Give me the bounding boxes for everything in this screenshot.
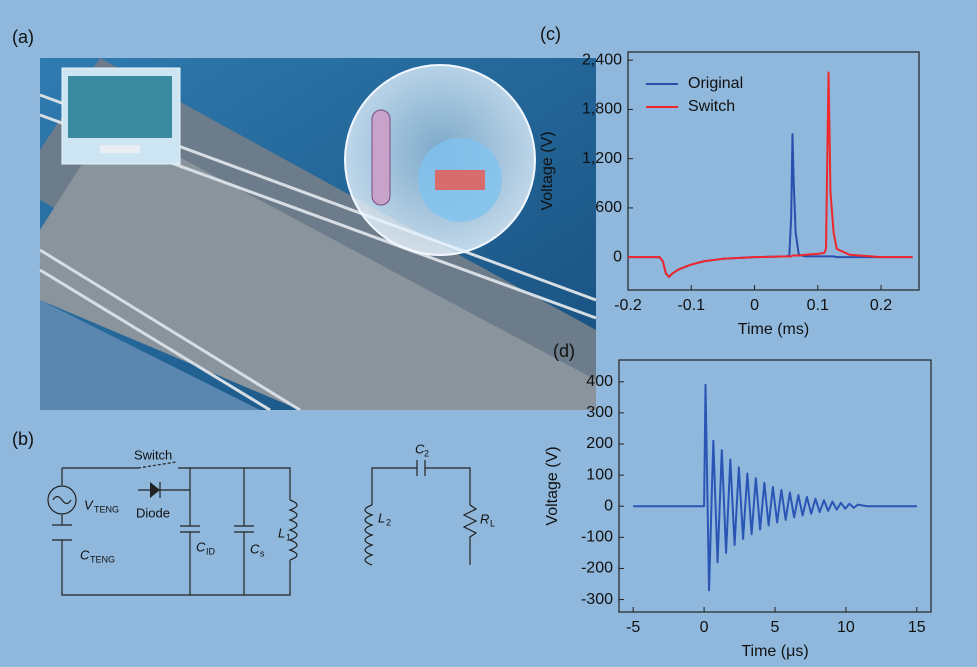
y-tick-label: 2,400 xyxy=(582,51,622,68)
circuit-subscript: ID xyxy=(206,546,216,556)
x-tick-label: -0.2 xyxy=(614,297,642,314)
circuit-label: Diode xyxy=(136,505,170,520)
y-axis-label: Voltage (V) xyxy=(544,446,561,525)
y-tick-label: 0 xyxy=(613,248,622,265)
x-tick-label: 5 xyxy=(771,619,780,636)
x-tick-label: -0.1 xyxy=(677,297,705,314)
y-tick-label: 1,200 xyxy=(582,150,622,167)
circuit-subscript: s xyxy=(260,548,265,558)
circuit-symbol: C xyxy=(80,547,90,562)
circuit-symbol: R xyxy=(480,511,489,526)
y-axis-label: Voltage (V) xyxy=(539,131,556,210)
y-tick-label: -200 xyxy=(581,560,613,577)
circuit-symbol: L xyxy=(278,525,285,540)
panel-label: (b) xyxy=(12,429,34,449)
circuit-label: Switch xyxy=(134,447,172,462)
y-tick-label: 300 xyxy=(586,404,613,421)
circuit-symbol: C xyxy=(250,541,260,556)
figure: (a) (b) (c) (d) Switch Diode V TENG C TE… xyxy=(0,0,977,667)
x-tick-label: 10 xyxy=(837,619,855,636)
y-tick-label: 1,800 xyxy=(582,101,622,118)
y-tick-label: 400 xyxy=(586,373,613,390)
x-tick-label: 0 xyxy=(700,619,709,636)
circuit-symbol: V xyxy=(84,497,94,512)
x-tick-label: 0 xyxy=(750,297,759,314)
x-tick-label: 0.2 xyxy=(870,297,892,314)
legend-label: Switch xyxy=(688,98,735,115)
illustration xyxy=(40,58,596,410)
y-tick-label: 0 xyxy=(604,497,613,514)
x-axis-label: Time (ms) xyxy=(738,321,809,338)
x-tick-label: 15 xyxy=(908,619,926,636)
y-tick-label: 200 xyxy=(586,435,613,452)
y-tick-label: 100 xyxy=(586,466,613,483)
y-tick-label: -100 xyxy=(581,529,613,546)
panel-label: (c) xyxy=(540,24,561,44)
circuit-subscript: 1 xyxy=(286,532,291,542)
circuit-subscript: TENG xyxy=(90,554,115,564)
panel-label: (a) xyxy=(12,27,34,47)
x-tick-label: -5 xyxy=(626,619,640,636)
legend-label: Original xyxy=(688,75,743,92)
circuit-symbol: L xyxy=(378,510,385,525)
y-tick-label: 600 xyxy=(595,199,622,216)
circuit-subscript: L xyxy=(490,518,495,528)
y-tick-label: -300 xyxy=(581,591,613,608)
circuit-subscript: TENG xyxy=(94,504,119,514)
circuit-subscript: 2 xyxy=(424,448,429,458)
x-tick-label: 0.1 xyxy=(807,297,829,314)
x-axis-label: Time (μs) xyxy=(741,643,808,660)
panel-label: (d) xyxy=(553,341,575,361)
circuit-subscript: 2 xyxy=(386,517,391,527)
circuit-symbol: C xyxy=(196,539,206,554)
